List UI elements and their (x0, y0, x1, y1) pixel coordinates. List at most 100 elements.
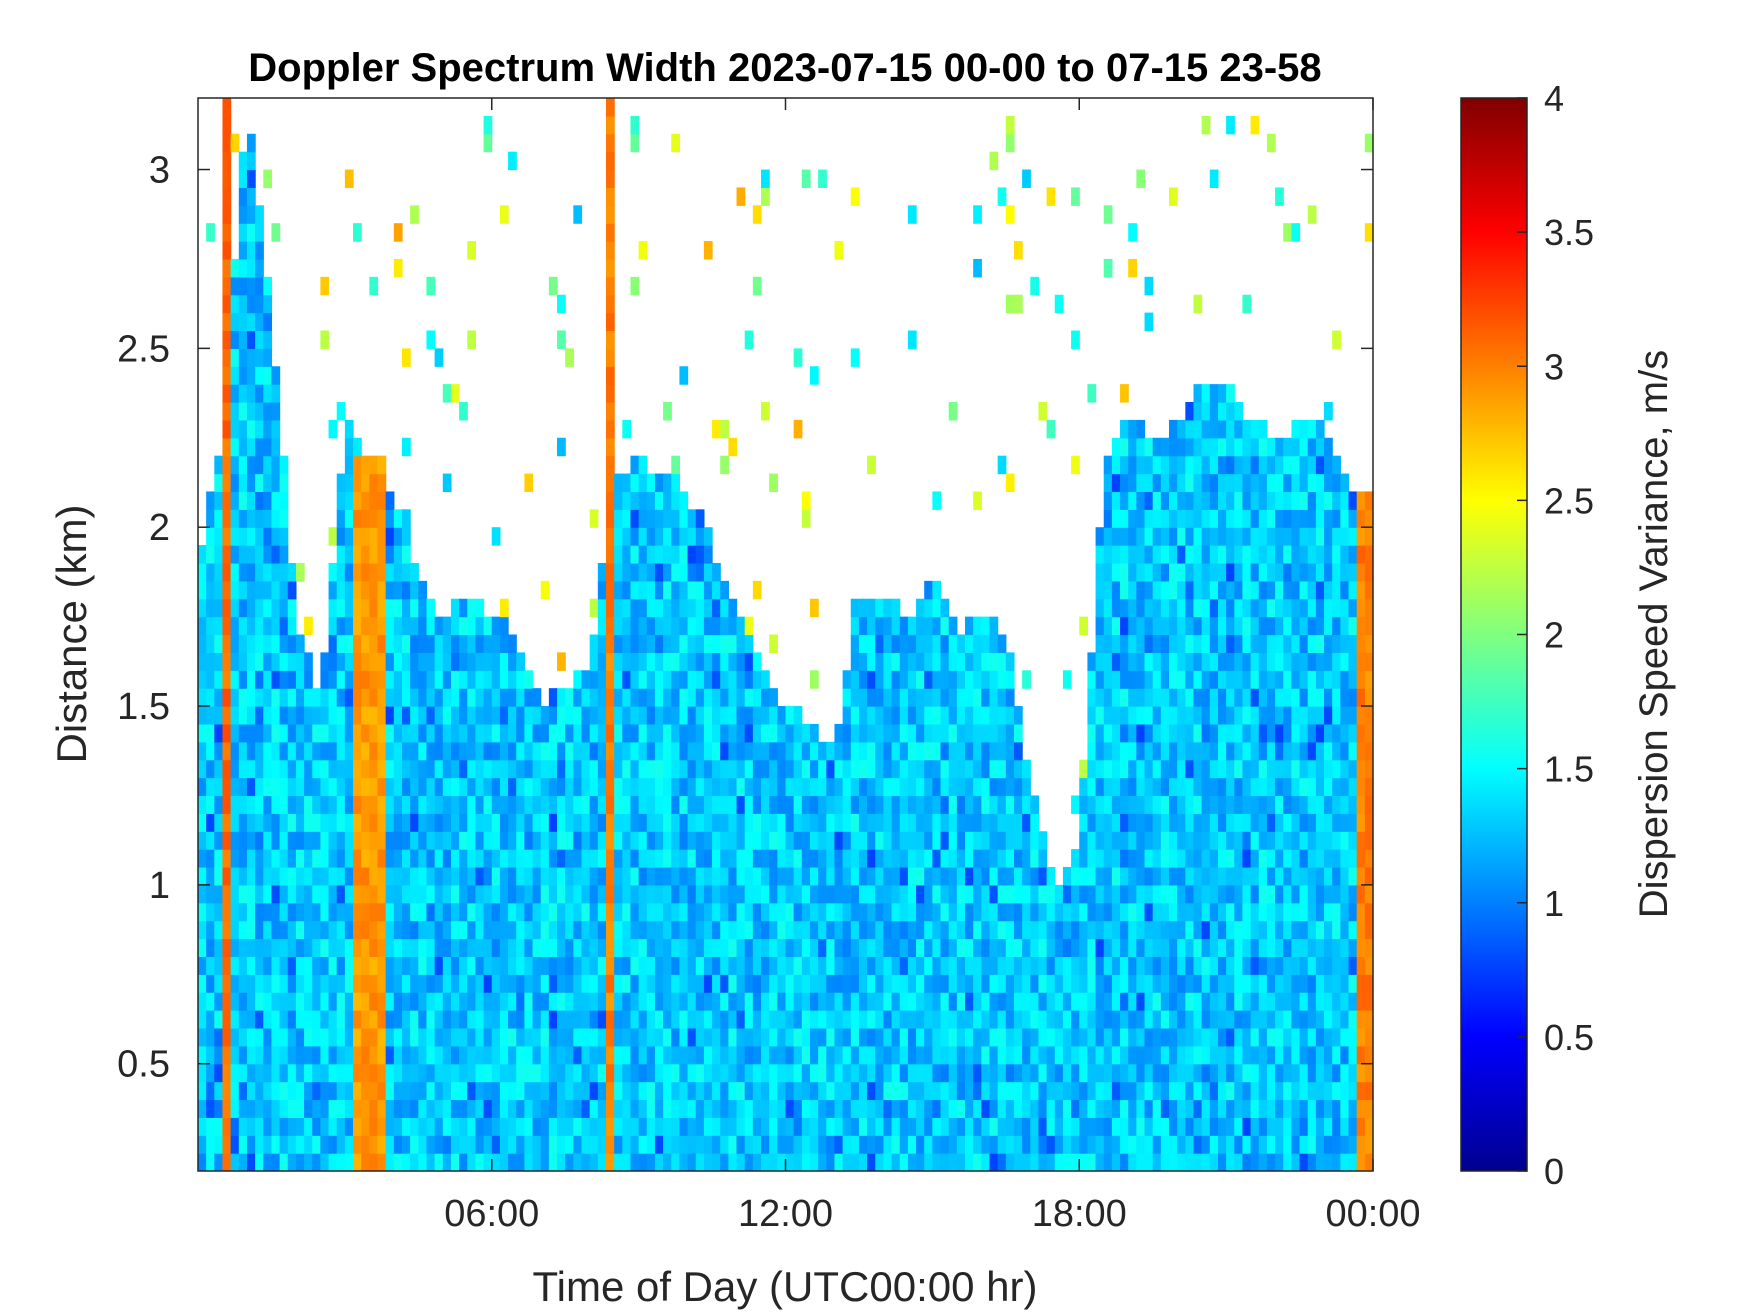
heatmap-cell (1201, 688, 1211, 707)
heatmap-cell (712, 598, 721, 618)
heatmap-cell (467, 1135, 477, 1154)
heatmap-cell (1111, 866, 1121, 886)
heatmap-cell (671, 133, 681, 153)
heatmap-cell (793, 1081, 803, 1101)
heatmap-cell (532, 956, 542, 975)
heatmap-cell (1234, 634, 1244, 653)
heatmap-cell (410, 205, 419, 224)
heatmap-cell (410, 974, 419, 993)
heatmap-cell (1136, 545, 1146, 564)
heatmap-cell (483, 1117, 493, 1136)
heatmap-cell (540, 1153, 550, 1171)
heatmap-cell (1201, 402, 1211, 421)
heatmap-cell (279, 1135, 289, 1154)
heatmap-cell (1046, 419, 1056, 439)
heatmap-cell (948, 723, 958, 743)
heatmap-cell (761, 759, 770, 779)
heatmap-cell (295, 1081, 305, 1101)
heatmap-cell (1315, 437, 1325, 457)
heatmap-cell (752, 1045, 762, 1065)
heatmap-cell (883, 974, 893, 993)
heatmap-cell (875, 884, 885, 904)
heatmap-cell (720, 759, 729, 779)
heatmap-cell (695, 884, 705, 904)
heatmap-cell (246, 598, 256, 618)
heatmap-cell (1332, 1117, 1341, 1136)
heatmap-cell (883, 634, 893, 653)
heatmap-cell (1324, 956, 1333, 975)
heatmap-cell (899, 688, 909, 707)
heatmap-cell (369, 706, 379, 725)
heatmap-cell (1013, 866, 1023, 886)
heatmap-cell (344, 509, 354, 528)
heatmap-cell (809, 920, 819, 940)
heatmap-cell (1005, 1063, 1015, 1083)
heatmap-cell (1071, 1010, 1080, 1029)
heatmap-cell (777, 1010, 787, 1029)
heatmap-cell (508, 688, 517, 707)
heatmap-cell (1128, 938, 1137, 957)
heatmap-cell (1022, 974, 1031, 993)
heatmap-cell (1185, 580, 1195, 600)
heatmap-cell (1054, 1045, 1064, 1065)
heatmap-cell (1046, 884, 1056, 904)
heatmap-cell (206, 652, 215, 671)
heatmap-cell (1177, 813, 1186, 832)
heatmap-cell (1234, 813, 1244, 832)
heatmap-cell (206, 795, 215, 814)
heatmap-cell (459, 1010, 468, 1029)
heatmap-cell (916, 598, 925, 618)
heatmap-cell (752, 1153, 762, 1171)
heatmap-cell (369, 509, 379, 528)
heatmap-cell (614, 795, 623, 814)
heatmap-cell (1079, 884, 1089, 904)
heatmap-cell (622, 849, 632, 868)
heatmap-cell (1201, 1135, 1211, 1154)
heatmap-cell (1185, 706, 1195, 725)
heatmap-cell (663, 920, 672, 940)
heatmap-cell (401, 759, 411, 779)
heatmap-cell (532, 1099, 542, 1118)
heatmap-cell (1193, 580, 1203, 600)
heatmap-cell (777, 884, 787, 904)
heatmap-cell (858, 813, 868, 832)
heatmap-cell (736, 795, 746, 814)
heatmap-cell (320, 902, 330, 922)
heatmap-cell (736, 616, 746, 636)
heatmap-cell (581, 938, 591, 957)
heatmap-cell (932, 616, 942, 636)
heatmap-cell (459, 866, 468, 886)
heatmap-cell (1103, 1099, 1113, 1118)
heatmap-cell (1062, 670, 1072, 689)
heatmap-cell (1120, 974, 1129, 993)
heatmap-cell (222, 473, 232, 493)
heatmap-cell (989, 1063, 999, 1083)
heatmap-cell (344, 1027, 354, 1047)
heatmap-cell (1079, 795, 1089, 814)
heatmap-cell (671, 706, 681, 725)
heatmap-cell (916, 795, 925, 814)
heatmap-cell (981, 1153, 991, 1171)
heatmap-cell (377, 509, 387, 528)
heatmap-cell (589, 920, 599, 940)
heatmap-cell (605, 1010, 615, 1029)
heatmap-cell (1022, 884, 1031, 904)
heatmap-cell (499, 1117, 509, 1136)
heatmap-cell (434, 1099, 444, 1118)
heatmap-cell (1062, 884, 1072, 904)
heatmap-cell (867, 866, 876, 886)
heatmap-cell (206, 527, 215, 546)
heatmap-cell (1226, 1045, 1235, 1065)
heatmap-cell (1283, 562, 1292, 582)
heatmap-cell (255, 795, 264, 814)
heatmap-cell (1209, 1027, 1219, 1047)
heatmap-cell (1209, 938, 1219, 957)
heatmap-cell (1332, 974, 1341, 993)
heatmap-cell (605, 741, 615, 761)
heatmap-cell (491, 759, 501, 779)
heatmap-cell (540, 1081, 550, 1101)
heatmap-area (198, 98, 1373, 1171)
heatmap-cell (1030, 1027, 1040, 1047)
heatmap-cell (565, 1027, 574, 1047)
heatmap-cell (1038, 1153, 1048, 1171)
